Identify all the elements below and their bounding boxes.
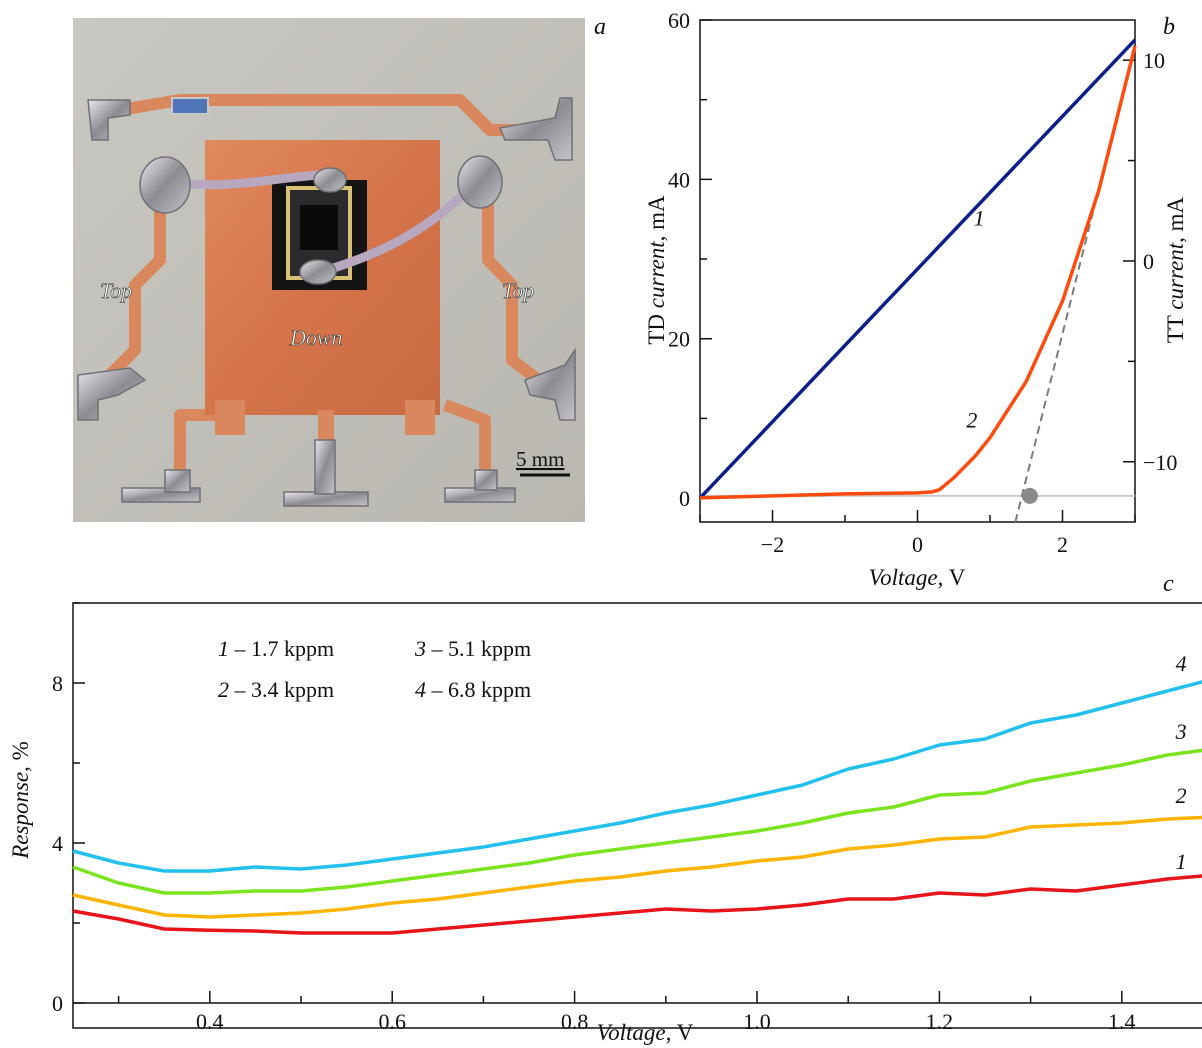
- chart-b-ylabel-right-italic: current: [1163, 242, 1188, 309]
- chart-b-xlabel: Voltage, V: [869, 565, 966, 590]
- x-tick-label: 0.6: [378, 1009, 406, 1034]
- chart-b-ylabel-left-prefix: TD: [644, 308, 669, 344]
- series-annotation-1: 1: [974, 206, 985, 231]
- series-annotation-2: 2: [1176, 783, 1187, 808]
- chart-b-ylabel-right: TT current, mA: [1163, 196, 1188, 343]
- y-right-tick-label: 10: [1143, 48, 1165, 73]
- series-annotation-4: 4: [1176, 651, 1187, 676]
- legend-entry-2-num: 2: [218, 677, 229, 702]
- legend-entry-3-text: – 5.1 kppm: [426, 636, 531, 661]
- x-tick-label: 1.2: [926, 1009, 954, 1034]
- chart-b-ylabel-right-unit: , mA: [1163, 196, 1188, 242]
- solder-joints: [77, 97, 576, 507]
- x-tick-label: 1.0: [743, 1009, 771, 1034]
- legend-entry-1-text: – 1.7 kppm: [229, 636, 334, 661]
- panel-a-photo: Top Top Down 5 mm: [73, 18, 585, 522]
- chart-b-ylabel-left-italic: current: [644, 241, 669, 308]
- panel-letter-b: b: [1163, 14, 1175, 40]
- legend-entry-4-num: 4: [415, 677, 426, 702]
- series-line-2: [72, 815, 1202, 919]
- y-left-tick-label: 20: [668, 327, 690, 352]
- legend-entry-1: 1 – 1.7 kppm: [218, 636, 334, 661]
- legend-entry-4-text: – 6.8 kppm: [426, 677, 531, 702]
- chart-c-frame: [72, 602, 1202, 1029]
- chart-c-xlabel: Voltage, V: [597, 1020, 694, 1045]
- y-left-tick-label: 0: [679, 486, 690, 511]
- y-tick-label: 8: [52, 671, 63, 696]
- x-tick-label: −2: [761, 532, 784, 557]
- y-right-tick-label: −10: [1143, 450, 1177, 475]
- series-annotation-1: 1: [1176, 849, 1187, 874]
- y-tick-label: 4: [52, 831, 63, 856]
- series-line-4: [72, 680, 1202, 873]
- chart-c-ylabel: Response, %: [8, 741, 33, 860]
- scale-bar-label: 5 mm: [516, 447, 564, 471]
- chart-b-xlabel-unit: , V: [938, 565, 966, 590]
- y-left-tick-label: 40: [668, 167, 690, 192]
- series-line-3: [72, 748, 1202, 895]
- series-line-1: [698, 38, 1137, 500]
- y-tick-label: 0: [52, 991, 63, 1016]
- series-annotation-3: 3: [1175, 719, 1187, 744]
- label-down: Down: [289, 325, 343, 350]
- y-left-tick-label: 60: [668, 8, 690, 33]
- chart-c-xlabel-italic: Voltage: [597, 1020, 666, 1045]
- y-right-tick-label: 0: [1143, 249, 1154, 274]
- chart-b-ylabel-right-prefix: TT: [1163, 310, 1188, 343]
- chip-center: [300, 205, 338, 250]
- series-line-2: [699, 45, 1137, 500]
- chart-c-legend: 1 – 1.7 kppm 2 – 3.4 kppm 3 – 5.1 kppm 4…: [218, 636, 531, 702]
- x-tick-label: 0: [912, 532, 923, 557]
- x-tick-label: 1.4: [1108, 1009, 1136, 1034]
- chart-b-ylabel-left: TD current, mA: [644, 195, 669, 345]
- legend-entry-3: 3 – 5.1 kppm: [414, 636, 531, 661]
- panel-letter-a: a: [594, 14, 606, 40]
- copper-pad-left: [215, 400, 245, 435]
- legend-entry-2: 2 – 3.4 kppm: [218, 677, 334, 702]
- chart-b-ylabel-left-unit: , mA: [644, 195, 669, 241]
- label-top-right: Top: [502, 278, 534, 303]
- series-line-1: [72, 874, 1202, 935]
- smd-component: [171, 97, 209, 115]
- legend-entry-2-text: – 3.4 kppm: [229, 677, 334, 702]
- label-top-left: Top: [100, 278, 132, 303]
- chart-c-xlabel-unit: , V: [666, 1020, 694, 1045]
- x-tick-label: 0.8: [561, 1009, 589, 1034]
- x-tick-label: 0.4: [196, 1009, 224, 1034]
- legend-entry-4: 4 – 6.8 kppm: [415, 677, 531, 702]
- intercept-marker: [1021, 487, 1038, 504]
- chart-c-ylabel-unit: , %: [8, 741, 33, 772]
- copper-pad-right: [405, 400, 435, 435]
- x-tick-label: 2: [1057, 532, 1068, 557]
- series-annotation-2: 2: [966, 408, 977, 433]
- panel-letter-c: c: [1163, 571, 1174, 597]
- legend-entry-1-num: 1: [218, 636, 229, 661]
- chart-c: Voltage, V Response, % 1 – 1.7 kppm 2 – …: [8, 602, 1202, 1045]
- chart-b-xlabel-italic: Voltage: [869, 565, 938, 590]
- chart-c-ylabel-italic: Response: [8, 772, 33, 860]
- chart-b: Voltage, V TD current, mA TT current, mA…: [644, 8, 1188, 590]
- legend-entry-3-num: 3: [414, 636, 426, 661]
